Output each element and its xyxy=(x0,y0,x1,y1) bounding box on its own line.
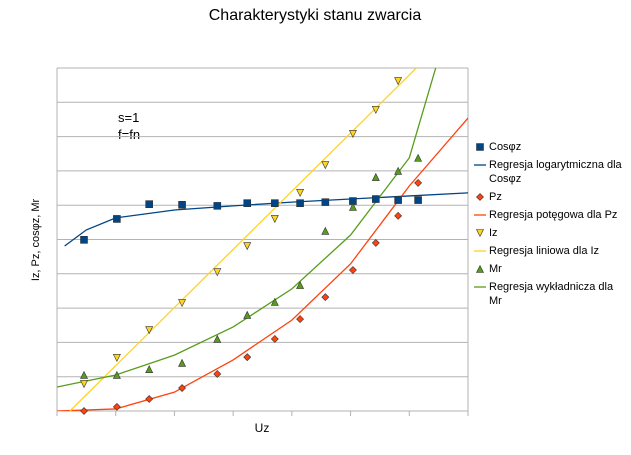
legend-label: Regresja wykładnicza dla Mr xyxy=(489,281,614,307)
annotation: f=fn xyxy=(118,127,140,142)
legend-item: Regresja liniowa dla Iz xyxy=(474,244,626,258)
marker xyxy=(321,198,330,206)
marker xyxy=(112,402,121,411)
marker xyxy=(394,211,403,220)
marker xyxy=(80,370,88,379)
trend-line xyxy=(57,68,437,388)
marker xyxy=(321,293,330,302)
marker xyxy=(414,178,423,187)
legend-item: Iz xyxy=(474,226,626,240)
marker xyxy=(271,199,279,207)
x-axis-label: Uz xyxy=(255,421,270,435)
marker xyxy=(178,299,187,308)
marker xyxy=(178,358,187,367)
legend-label: Iz xyxy=(489,227,498,239)
marker xyxy=(243,199,252,207)
legend-label: Regresja liniowa dla Iz xyxy=(489,245,600,257)
legend: Cosφz Regresja logarytmiczna dla Cosφz Pz R… xyxy=(474,140,626,312)
marker xyxy=(112,370,121,379)
marker xyxy=(145,326,154,335)
marker xyxy=(414,196,422,204)
marker xyxy=(178,384,186,392)
marker xyxy=(213,268,222,277)
marker xyxy=(321,161,330,170)
marker xyxy=(270,297,279,306)
marker xyxy=(145,395,154,403)
marker xyxy=(371,239,380,247)
legend-item: Regresja logarytmiczna dla Cosφz xyxy=(474,158,626,186)
marker xyxy=(321,226,330,235)
chart-title: Charakterystyki stanu zwarcia xyxy=(209,7,422,24)
marker xyxy=(476,229,484,238)
marker xyxy=(243,242,252,251)
marker xyxy=(213,334,222,343)
marker xyxy=(80,407,88,415)
marker xyxy=(476,264,484,273)
marker xyxy=(270,215,279,224)
legend-label: Regresja logarytmiczna dla Cosφz xyxy=(489,159,622,185)
marker xyxy=(394,196,402,204)
legend-label: Mr xyxy=(489,263,502,275)
legend-item: Regresja wykładnicza dla Mr xyxy=(474,280,626,308)
marker xyxy=(394,77,403,86)
marker xyxy=(371,172,380,181)
legend-swatch xyxy=(474,286,486,288)
marker xyxy=(414,153,423,162)
annotation: s=1 xyxy=(118,110,139,125)
marker xyxy=(270,335,279,343)
marker xyxy=(372,195,380,203)
marker xyxy=(296,199,304,207)
trend-line xyxy=(69,68,417,411)
legend-item: Pz xyxy=(474,190,626,204)
marker xyxy=(296,280,305,289)
legend-label: Regresja potęgowa dla Pz xyxy=(489,209,618,221)
marker xyxy=(113,215,121,223)
marker xyxy=(80,380,88,389)
marker xyxy=(112,354,121,363)
marker xyxy=(296,189,305,198)
legend-item: Regresja potęgowa dla Pz xyxy=(474,208,626,222)
marker xyxy=(476,193,484,201)
marker xyxy=(348,130,357,139)
marker xyxy=(476,143,484,151)
legend-swatch xyxy=(474,250,486,252)
marker xyxy=(145,364,154,373)
legend-swatch xyxy=(474,214,486,216)
marker xyxy=(296,315,305,324)
marker xyxy=(394,166,403,175)
legend-swatch xyxy=(476,229,484,238)
y-axis-label: Iz, Pz, cosφz, Mr xyxy=(30,199,42,282)
legend-item: Cosφz xyxy=(474,140,626,154)
marker xyxy=(213,370,222,378)
marker xyxy=(349,197,357,205)
legend-item: Mr xyxy=(474,262,626,276)
legend-swatch xyxy=(476,193,484,201)
legend-swatch xyxy=(476,264,484,273)
marker xyxy=(80,236,88,244)
trend-line xyxy=(64,192,468,247)
marker xyxy=(213,202,222,210)
marker xyxy=(243,353,252,362)
legend-label: Pz xyxy=(489,191,502,203)
marker xyxy=(348,266,357,274)
marker xyxy=(371,106,380,115)
legend-swatch xyxy=(476,143,484,151)
marker xyxy=(243,310,252,319)
marker xyxy=(348,202,357,211)
legend-label: Cosφz xyxy=(489,141,522,153)
marker xyxy=(178,201,186,209)
marker xyxy=(145,200,153,208)
legend-swatch xyxy=(474,164,486,166)
